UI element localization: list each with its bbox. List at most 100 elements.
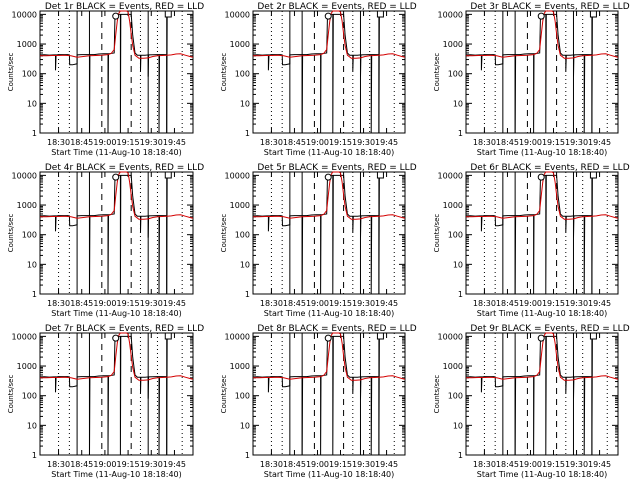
series-lld bbox=[466, 10, 619, 59]
panel-title: Det 5r BLACK = Events, RED = LLD bbox=[257, 163, 416, 173]
marker-circle bbox=[537, 334, 545, 342]
y-tick-label: 1 bbox=[245, 129, 250, 138]
y-axis-label: Counts/sec bbox=[433, 214, 441, 253]
panel-det-1: 1 10 100 1000 10000 18:30 18:45 19:00 19:15 19:30… bbox=[7, 2, 204, 157]
x-tick-label: 19:45 bbox=[375, 138, 398, 147]
marker-circle bbox=[112, 334, 120, 342]
y-tick-label: 1000 bbox=[17, 201, 37, 210]
y-tick-label: 1000 bbox=[443, 201, 463, 210]
y-tick-label: 10000 bbox=[12, 10, 37, 19]
x-tick-label: 19:00 bbox=[519, 138, 542, 147]
x-tick-label: 18:30 bbox=[47, 138, 70, 147]
x-tick-label: 18:30 bbox=[473, 460, 496, 469]
y-tick-label: 100 bbox=[22, 70, 37, 79]
panel-title: Det 4r BLACK = Events, RED = LLD bbox=[45, 163, 204, 173]
panel-title: Det 1r BLACK = Events, RED = LLD bbox=[45, 2, 204, 12]
plot-frame bbox=[39, 10, 194, 134]
series-lld bbox=[40, 10, 194, 59]
x-axis-label: Start Time (11-Aug-10 18:18:40) bbox=[264, 148, 395, 157]
y-tick-label: 10 bbox=[240, 260, 250, 269]
panel-title: Det 2r BLACK = Events, RED = LLD bbox=[257, 2, 416, 12]
panel-title: Det 3r BLACK = Events, RED = LLD bbox=[470, 2, 629, 12]
y-tick-label: 100 bbox=[22, 231, 37, 240]
y-tick-label: 1 bbox=[32, 451, 37, 460]
x-tick-label: 18:45 bbox=[70, 299, 93, 308]
x-tick-label: 18:30 bbox=[260, 299, 283, 308]
series-lld bbox=[466, 171, 619, 220]
y-tick-label: 1000 bbox=[230, 201, 250, 210]
panel-title: Det 8r BLACK = Events, RED = LLD bbox=[257, 324, 416, 334]
y-axis-label: Counts/sec bbox=[433, 375, 441, 414]
x-tick-label: 19:00 bbox=[93, 460, 116, 469]
y-tick-label: 1 bbox=[458, 290, 463, 299]
x-axis-label: Start Time (11-Aug-10 18:18:40) bbox=[51, 309, 182, 318]
x-tick-label: 19:45 bbox=[163, 138, 186, 147]
series-lld bbox=[253, 10, 406, 59]
series-events bbox=[39, 172, 172, 295]
x-tick-label: 19:00 bbox=[306, 138, 329, 147]
x-tick-label: 19:15 bbox=[329, 299, 352, 308]
x-tick-label: 18:45 bbox=[70, 138, 93, 147]
x-tick-label: 19:15 bbox=[329, 460, 352, 469]
marker-square bbox=[589, 171, 597, 179]
y-axis-label: Counts/sec bbox=[220, 214, 228, 253]
series-lld bbox=[466, 332, 619, 381]
x-tick-label: 18:30 bbox=[260, 138, 283, 147]
marker-square bbox=[376, 332, 384, 340]
panel-det-2: 1 10 100 1000 10000 18:30 18:45 19:00 19:15 19:30… bbox=[220, 2, 417, 157]
series-events bbox=[252, 172, 384, 295]
marker-square bbox=[376, 10, 384, 18]
y-tick-label: 10000 bbox=[438, 332, 463, 341]
panel-title: Det 9r BLACK = Events, RED = LLD bbox=[470, 324, 629, 334]
x-tick-label: 18:30 bbox=[473, 138, 496, 147]
series-lld bbox=[253, 171, 406, 220]
marker-circle bbox=[112, 12, 120, 20]
x-tick-label: 19:00 bbox=[306, 299, 329, 308]
x-tick-label: 19:00 bbox=[306, 460, 329, 469]
x-tick-label: 19:00 bbox=[519, 460, 542, 469]
x-tick-label: 19:15 bbox=[117, 138, 140, 147]
x-tick-label: 19:15 bbox=[542, 138, 565, 147]
y-tick-label: 1000 bbox=[443, 40, 463, 49]
marker-circle bbox=[324, 173, 332, 181]
x-tick-label: 19:15 bbox=[117, 299, 140, 308]
y-tick-label: 10000 bbox=[12, 332, 37, 341]
x-tick-label: 19:00 bbox=[93, 138, 116, 147]
x-tick-label: 18:45 bbox=[283, 460, 306, 469]
x-tick-label: 18:45 bbox=[496, 299, 519, 308]
x-tick-label: 19:45 bbox=[163, 299, 186, 308]
y-tick-label: 10000 bbox=[225, 332, 250, 341]
x-tick-label: 19:30 bbox=[565, 138, 588, 147]
x-tick-label: 19:15 bbox=[542, 460, 565, 469]
plot-frame bbox=[465, 332, 619, 456]
x-tick-label: 19:30 bbox=[352, 299, 375, 308]
y-axis-label: Counts/sec bbox=[220, 375, 228, 414]
marker-circle bbox=[324, 12, 332, 20]
x-tick-label: 18:45 bbox=[283, 299, 306, 308]
marker-circle bbox=[537, 173, 545, 181]
x-tick-label: 18:30 bbox=[473, 299, 496, 308]
series-lld bbox=[40, 171, 194, 220]
marker-circle bbox=[112, 173, 120, 181]
y-tick-label: 100 bbox=[448, 392, 463, 401]
marker-square bbox=[589, 10, 597, 18]
x-tick-label: 19:45 bbox=[588, 299, 611, 308]
y-tick-label: 1000 bbox=[17, 40, 37, 49]
y-tick-label: 100 bbox=[235, 70, 250, 79]
y-tick-label: 100 bbox=[235, 392, 250, 401]
y-tick-label: 1 bbox=[245, 451, 250, 460]
x-tick-label: 19:45 bbox=[588, 138, 611, 147]
marker-circle bbox=[537, 12, 545, 20]
x-tick-label: 19:15 bbox=[329, 138, 352, 147]
x-tick-label: 19:30 bbox=[140, 299, 163, 308]
marker-square bbox=[376, 171, 384, 179]
y-tick-label: 1000 bbox=[443, 362, 463, 371]
x-tick-label: 19:30 bbox=[352, 460, 375, 469]
y-tick-label: 10 bbox=[453, 421, 463, 430]
y-tick-label: 10 bbox=[453, 99, 463, 108]
y-tick-label: 1 bbox=[245, 290, 250, 299]
x-axis-label: Start Time (11-Aug-10 18:18:40) bbox=[477, 148, 608, 157]
x-tick-label: 19:30 bbox=[140, 460, 163, 469]
plot-frame bbox=[252, 171, 406, 295]
